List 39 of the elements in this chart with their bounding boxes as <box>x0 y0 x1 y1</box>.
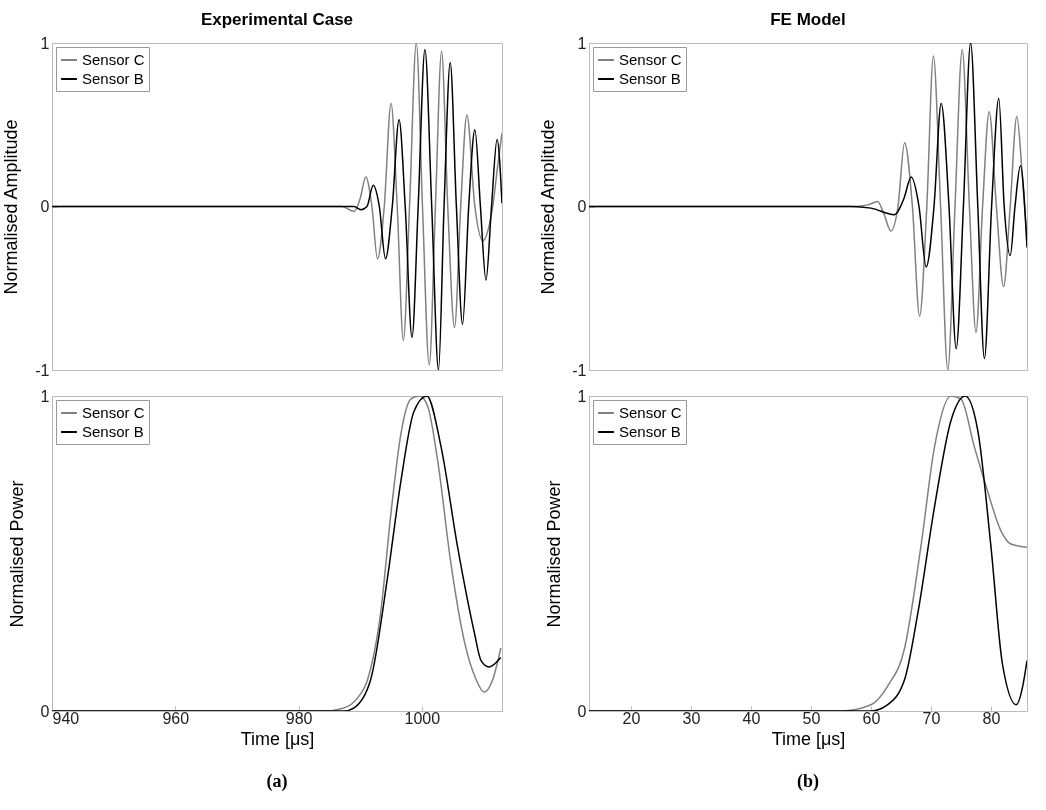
x-tick-label: 30 <box>682 709 701 727</box>
x-tick-label: 1000 <box>404 709 441 727</box>
x-axis-title: Time [μs] <box>771 728 846 749</box>
y-tick-label: 1 <box>577 387 587 405</box>
chart-title: FE Model <box>770 10 846 29</box>
legend-label: Sensor B <box>82 423 144 440</box>
y-tick-label: -1 <box>35 361 50 379</box>
x-tick-label: 20 <box>622 709 641 727</box>
legend-label: Sensor B <box>619 70 681 87</box>
legend-label: Sensor C <box>619 404 682 421</box>
y-tick-label: 0 <box>577 198 587 215</box>
y-tick-label: 0 <box>577 702 587 720</box>
y-axis-title: Normalised Amplitude <box>538 119 559 295</box>
text: (b) <box>797 771 819 792</box>
legend-label: Sensor C <box>82 404 145 421</box>
legend-label: Sensor C <box>619 51 682 68</box>
x-tick-label: 70 <box>922 709 941 727</box>
legend-label: Sensor C <box>82 51 145 68</box>
y-axis-title: Normalised Power <box>543 480 564 628</box>
text: (a) <box>266 771 288 792</box>
y-tick-label: 1 <box>40 34 50 52</box>
y-tick-label: 1 <box>40 387 50 405</box>
x-tick-label: 60 <box>862 709 881 727</box>
x-tick-label: 980 <box>285 709 313 727</box>
chart-title: Experimental Case <box>200 10 354 29</box>
x-tick-label: 40 <box>742 709 761 727</box>
y-tick-label: -1 <box>572 361 587 379</box>
x-tick-label: 960 <box>162 709 190 727</box>
y-tick-label: 1 <box>577 34 587 52</box>
legend-label: Sensor B <box>82 70 144 87</box>
y-axis-title: Normalised Amplitude <box>1 119 22 295</box>
x-tick-label: 80 <box>982 709 1001 727</box>
legend-label: Sensor B <box>619 423 681 440</box>
y-tick-label: 0 <box>40 198 50 215</box>
x-axis-title: Time [μs] <box>240 728 315 749</box>
y-axis-title: Normalised Power <box>6 480 27 628</box>
x-tick-label: 940 <box>52 709 80 727</box>
y-tick-label: 0 <box>40 702 50 720</box>
x-tick-label: 50 <box>802 709 821 727</box>
